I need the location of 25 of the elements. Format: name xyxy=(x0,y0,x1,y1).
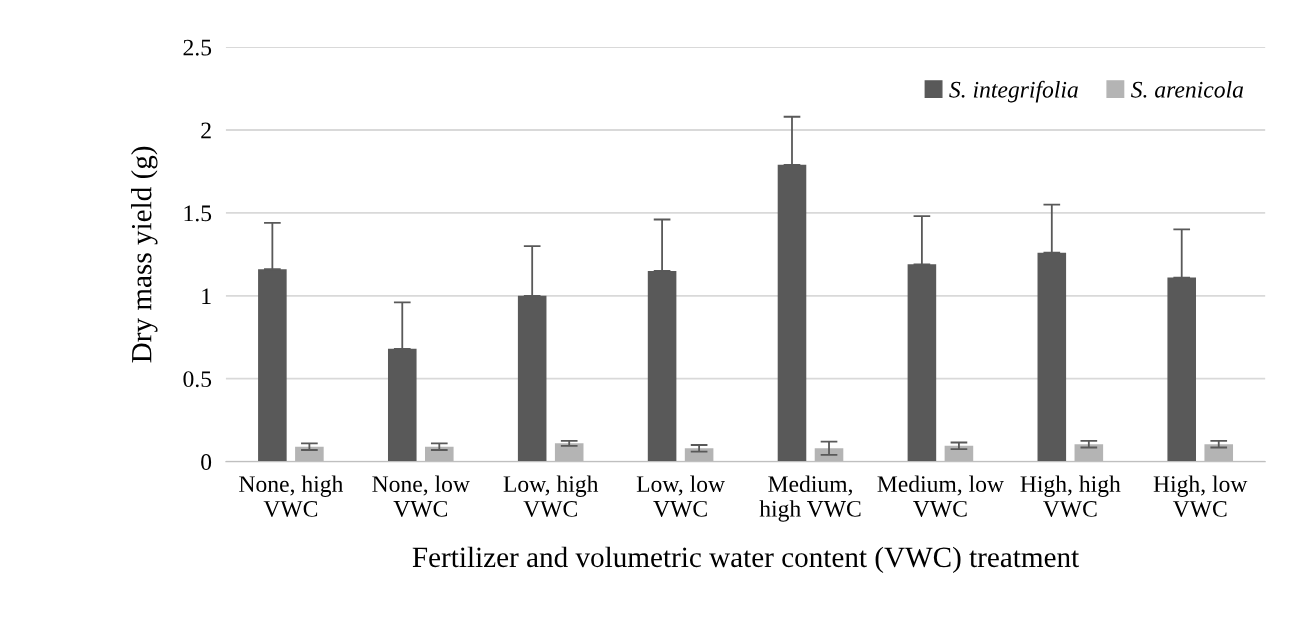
x-tick-label: High, low VWC xyxy=(1153,475,1248,517)
x-tick-label: None, high VWC xyxy=(239,475,344,517)
bar xyxy=(907,264,937,462)
bar xyxy=(777,164,807,462)
legend-label: S. integrifolia xyxy=(949,80,1078,103)
bar xyxy=(258,269,287,462)
y-tick-label: 2 xyxy=(201,122,211,139)
y-tick-label: 2.5 xyxy=(183,39,212,56)
y-tick-label: 1.5 xyxy=(184,205,212,222)
x-tick-label: High, high VWC xyxy=(1020,475,1121,517)
legend-label: S. arenicola xyxy=(1130,81,1244,98)
bar xyxy=(517,295,547,462)
x-tick-label: Medium, low VWC xyxy=(877,475,1004,517)
y-tick-label: 0 xyxy=(201,454,212,470)
x-axis-title: Fertilizer and volumetric water content (VWC) treatment xyxy=(412,546,1080,574)
y-tick-label: 0.5 xyxy=(183,371,212,388)
x-tick-label: Medium, high VWC xyxy=(759,475,861,522)
x-tick-label: None, low VWC xyxy=(372,475,470,517)
y-tick-label: 1 xyxy=(202,288,211,304)
x-tick-label: Low, low VWC xyxy=(636,475,725,517)
x-tick-label: Low, high VWC xyxy=(503,475,599,517)
y-axis-title: Dry mass yield (g) xyxy=(130,146,158,363)
bar xyxy=(1037,252,1067,462)
bar xyxy=(647,270,677,462)
bar xyxy=(387,348,417,462)
